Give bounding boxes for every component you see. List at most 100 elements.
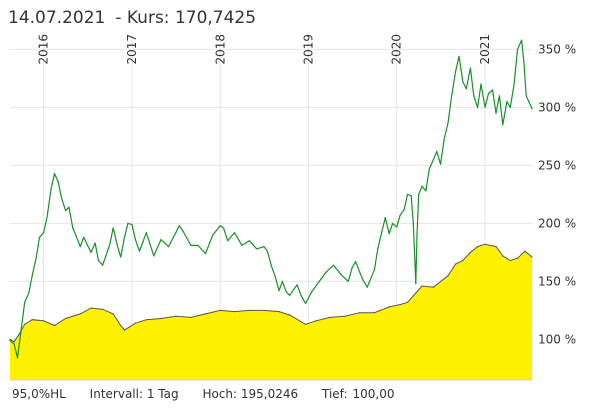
line-point [145, 232, 147, 234]
line-point [270, 265, 273, 267]
area-point [219, 309, 221, 311]
line-point [465, 88, 467, 90]
y-tick-label: 250 % [538, 158, 576, 172]
line-point [175, 232, 177, 234]
footer-hoch: Hoch: 195,0246 [202, 385, 298, 403]
line-point [223, 227, 225, 229]
area-point [248, 309, 250, 311]
line-point [399, 214, 401, 216]
line-point [333, 264, 335, 266]
area-point [13, 341, 15, 343]
line-point [105, 255, 107, 257]
line-point [50, 188, 52, 190]
footer-tief-label: Tief: [321, 387, 348, 401]
line-point [418, 193, 420, 195]
y-tick-label: 150 % [538, 274, 576, 288]
area-point [359, 312, 361, 314]
area-point [329, 316, 331, 318]
x-tick-label: 2020 [390, 34, 404, 65]
area-point [509, 259, 511, 262]
line-point [525, 95, 527, 97]
chart-header: 14.07.2021 - Kurs: 170,7425 [8, 4, 256, 32]
header-kurs-value: 170,7425 [174, 8, 257, 28]
footer-hl: 95,0%HL [12, 387, 66, 401]
x-tick-label: 2017 [125, 34, 139, 65]
line-point [462, 81, 464, 83]
line-point [406, 193, 409, 195]
line-point [318, 280, 320, 282]
area-point [102, 308, 104, 310]
line-point [197, 244, 199, 246]
x-tick-label: 2021 [478, 34, 492, 65]
area-point [233, 311, 236, 313]
chart-grid [10, 32, 532, 380]
line-point [38, 236, 41, 238]
line-point [35, 257, 37, 259]
line-point [87, 244, 89, 246]
line-point [43, 232, 45, 234]
line-point [340, 273, 342, 275]
area-point [502, 255, 504, 257]
line-point [492, 89, 494, 91]
line-point [443, 139, 445, 141]
line-point [428, 168, 430, 170]
line-point [160, 239, 162, 241]
line-point [83, 236, 85, 238]
area-point [9, 338, 11, 340]
line-point [263, 246, 265, 248]
y-tick-label: 100 % [538, 332, 576, 346]
line-point [120, 256, 122, 258]
line-point [396, 226, 398, 228]
area-fill [10, 244, 532, 380]
line-point [20, 327, 22, 329]
line-point [513, 83, 515, 85]
footer-interval: Intervall: 1 Tag [90, 385, 179, 403]
line-point [506, 101, 508, 103]
area-point [495, 246, 497, 248]
x-tick-label: 2018 [213, 34, 227, 65]
area-point [399, 304, 401, 306]
line-point [57, 181, 59, 183]
area-point [344, 315, 346, 317]
line-point [31, 275, 33, 277]
area-point [373, 312, 375, 314]
line-point [28, 292, 30, 294]
line-point [440, 163, 442, 165]
line-point [403, 208, 405, 211]
area-point [120, 324, 122, 327]
line-point [153, 255, 155, 257]
line-point [425, 190, 427, 192]
line-point [296, 284, 298, 286]
line-point [94, 242, 96, 244]
area-point [190, 316, 192, 318]
area-point [24, 323, 26, 325]
line-point [13, 343, 15, 345]
line-point [53, 172, 56, 175]
line-point [68, 206, 70, 208]
line-point [377, 248, 379, 250]
area-point [462, 259, 464, 262]
area-point [160, 317, 162, 320]
line-point [102, 264, 104, 266]
line-point [373, 269, 375, 271]
area-series [9, 243, 533, 380]
area-point [406, 301, 409, 303]
line-point [204, 253, 207, 255]
line-point [266, 250, 268, 252]
line-point [24, 301, 26, 303]
line-point [90, 251, 92, 253]
header-kurs-label: - Kurs: [115, 8, 170, 28]
line-point [366, 286, 368, 288]
line-point [16, 357, 19, 359]
line-series [9, 39, 533, 359]
line-point [256, 248, 258, 250]
line-point [381, 230, 383, 233]
line-point [190, 244, 192, 246]
line-point [281, 280, 283, 282]
line-point [305, 302, 307, 304]
footer-tief-value: 100,00 [352, 387, 395, 401]
line-point [487, 92, 490, 95]
line-point [248, 240, 250, 242]
line-point [416, 234, 418, 236]
area-point [175, 315, 177, 317]
